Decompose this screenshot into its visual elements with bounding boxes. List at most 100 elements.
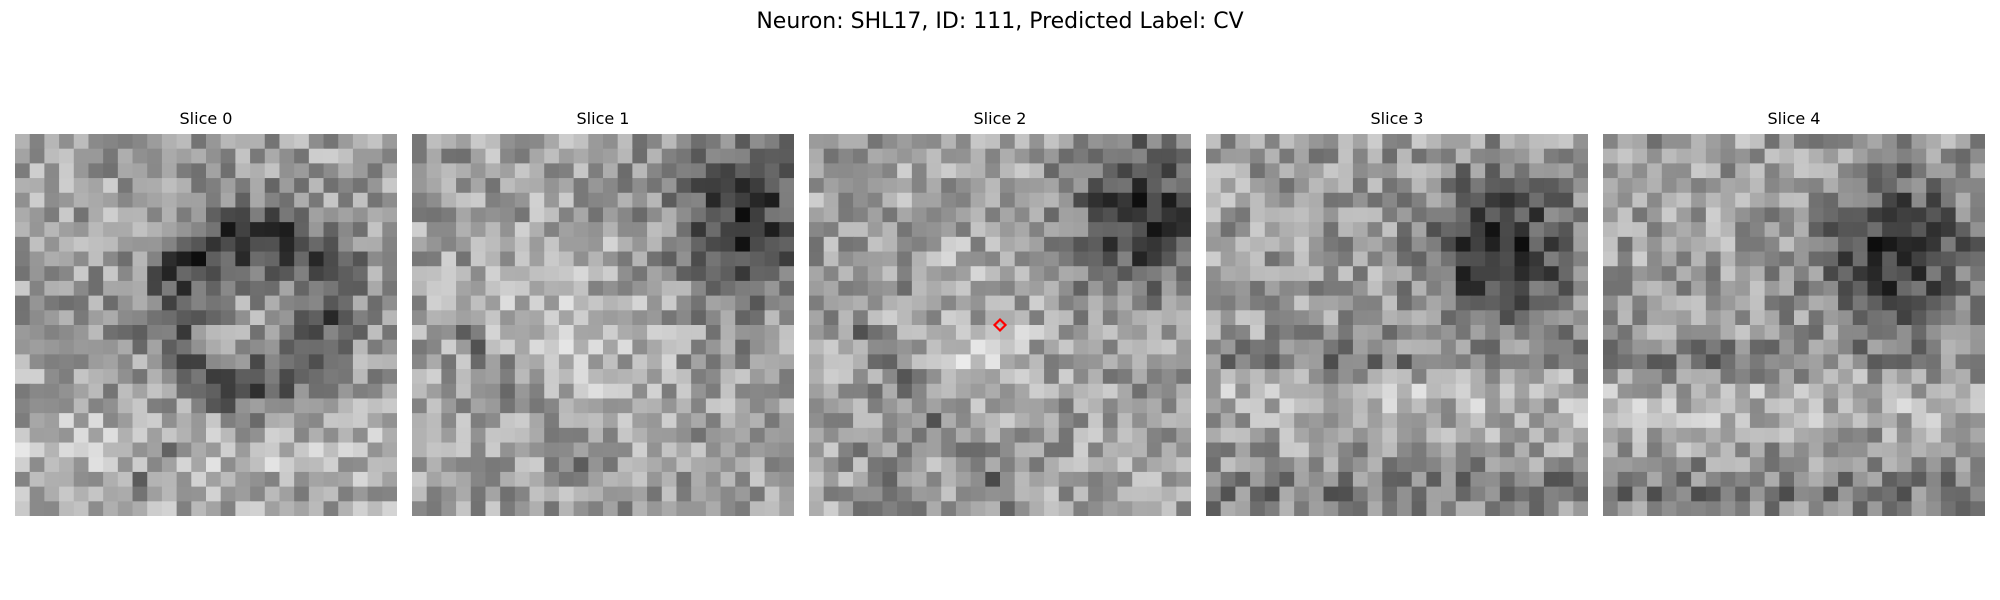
pixel-cell <box>1102 134 1119 150</box>
pixel-cell <box>147 325 163 341</box>
pixel-cell <box>970 339 986 355</box>
pixel-cell <box>1029 354 1045 370</box>
pixel-cell <box>1441 427 1457 444</box>
pixel-cell <box>1573 310 1588 326</box>
pixel-cell <box>661 163 678 179</box>
pixel-cell <box>323 325 339 341</box>
pixel-cell <box>749 148 766 164</box>
pixel-cell <box>44 222 60 238</box>
pixel-cell <box>1735 222 1751 238</box>
pixel-cell <box>1573 457 1588 473</box>
pixel-cell <box>955 339 972 355</box>
pixel-cell <box>838 471 854 488</box>
pixel-cell <box>1352 339 1369 355</box>
pixel-cell <box>1940 325 1957 341</box>
pixel-cell <box>1632 207 1648 223</box>
pixel-cell <box>1206 222 1222 238</box>
pixel-cell <box>1720 325 1736 341</box>
pixel-cell <box>1146 295 1163 311</box>
pixel-cell <box>691 442 707 458</box>
pixel-cell <box>705 471 722 488</box>
pixel-cell <box>1764 501 1780 516</box>
pixel-cell <box>764 486 780 502</box>
pixel-cell <box>1691 457 1707 473</box>
pixel-cell <box>911 295 928 311</box>
pixel-cell <box>1161 325 1177 341</box>
pixel-cell <box>323 207 339 223</box>
pixel-cell <box>661 501 678 516</box>
pixel-cell <box>279 280 295 297</box>
pixel-cell <box>1543 251 1560 267</box>
pixel-cell <box>1661 398 1678 414</box>
pixel-cell <box>1073 280 1089 297</box>
pixel-cell <box>1294 310 1310 326</box>
pixel-cell <box>1411 383 1427 400</box>
pixel-cell <box>1867 398 1883 414</box>
pixel-cell <box>1146 427 1163 444</box>
pixel-cell <box>1940 442 1957 458</box>
pixel-cell <box>29 354 45 370</box>
pixel-cell <box>1397 383 1413 400</box>
pixel-cell <box>1955 486 1971 502</box>
pixel-cell <box>308 383 325 400</box>
pixel-cell <box>426 457 442 473</box>
pixel-cell <box>514 236 531 253</box>
pixel-cell <box>1058 413 1075 429</box>
pixel-cell <box>103 148 119 164</box>
pixel-cell <box>1146 398 1163 414</box>
pixel-cell <box>705 310 722 326</box>
pixel-cell <box>529 442 545 458</box>
pixel-cell <box>338 178 354 194</box>
pixel-cell <box>1264 471 1281 488</box>
pixel-cell <box>691 134 707 150</box>
pixel-cell <box>573 266 589 282</box>
pixel-cell <box>117 207 134 223</box>
pixel-cell <box>470 163 487 179</box>
pixel-cell <box>1852 310 1869 326</box>
pixel-cell <box>1323 251 1339 267</box>
pixel-cell <box>1529 325 1545 341</box>
pixel-cell <box>720 266 736 282</box>
pixel-cell <box>44 471 60 488</box>
pixel-cell <box>1411 148 1427 164</box>
pixel-cell <box>15 134 31 150</box>
pixel-cell <box>1044 222 1060 238</box>
pixel-cell <box>191 310 207 326</box>
pixel-cell <box>279 295 295 311</box>
pixel-cell <box>1132 207 1148 223</box>
pixel-cell <box>1014 280 1030 297</box>
pixel-cell <box>456 236 472 253</box>
pixel-cell <box>426 501 442 516</box>
pixel-cell <box>1529 339 1545 355</box>
pixel-cell <box>1279 134 1295 150</box>
pixel-cell <box>588 207 604 223</box>
pixel-cell <box>603 134 619 150</box>
pixel-cell <box>705 222 722 238</box>
pixel-cell <box>1470 251 1486 267</box>
pixel-cell <box>15 369 31 385</box>
pixel-cell <box>15 148 31 164</box>
pixel-cell <box>1543 163 1560 179</box>
pixel-cell <box>955 295 972 311</box>
pixel-cell <box>426 163 442 179</box>
pixel-cell <box>103 413 119 429</box>
pixel-cell <box>853 236 869 253</box>
pixel-cell <box>132 413 148 429</box>
pixel-cell <box>1603 222 1619 238</box>
pixel-cell <box>1632 486 1648 502</box>
pixel-cell <box>603 310 619 326</box>
pixel-cell <box>1058 471 1075 488</box>
pixel-cell <box>558 266 575 282</box>
pixel-cell <box>44 457 60 473</box>
pixel-cell <box>308 471 325 488</box>
pixel-cell <box>1705 398 1722 414</box>
pixel-cell <box>588 354 604 370</box>
pixel-cell <box>161 442 178 458</box>
pixel-cell <box>1647 471 1663 488</box>
pixel-cell <box>338 325 354 341</box>
pixel-cell <box>132 134 148 150</box>
pixel-cell <box>1735 339 1751 355</box>
pixel-cell <box>1499 134 1516 150</box>
pixel-cell <box>1882 295 1898 311</box>
pixel-cell <box>250 501 266 516</box>
